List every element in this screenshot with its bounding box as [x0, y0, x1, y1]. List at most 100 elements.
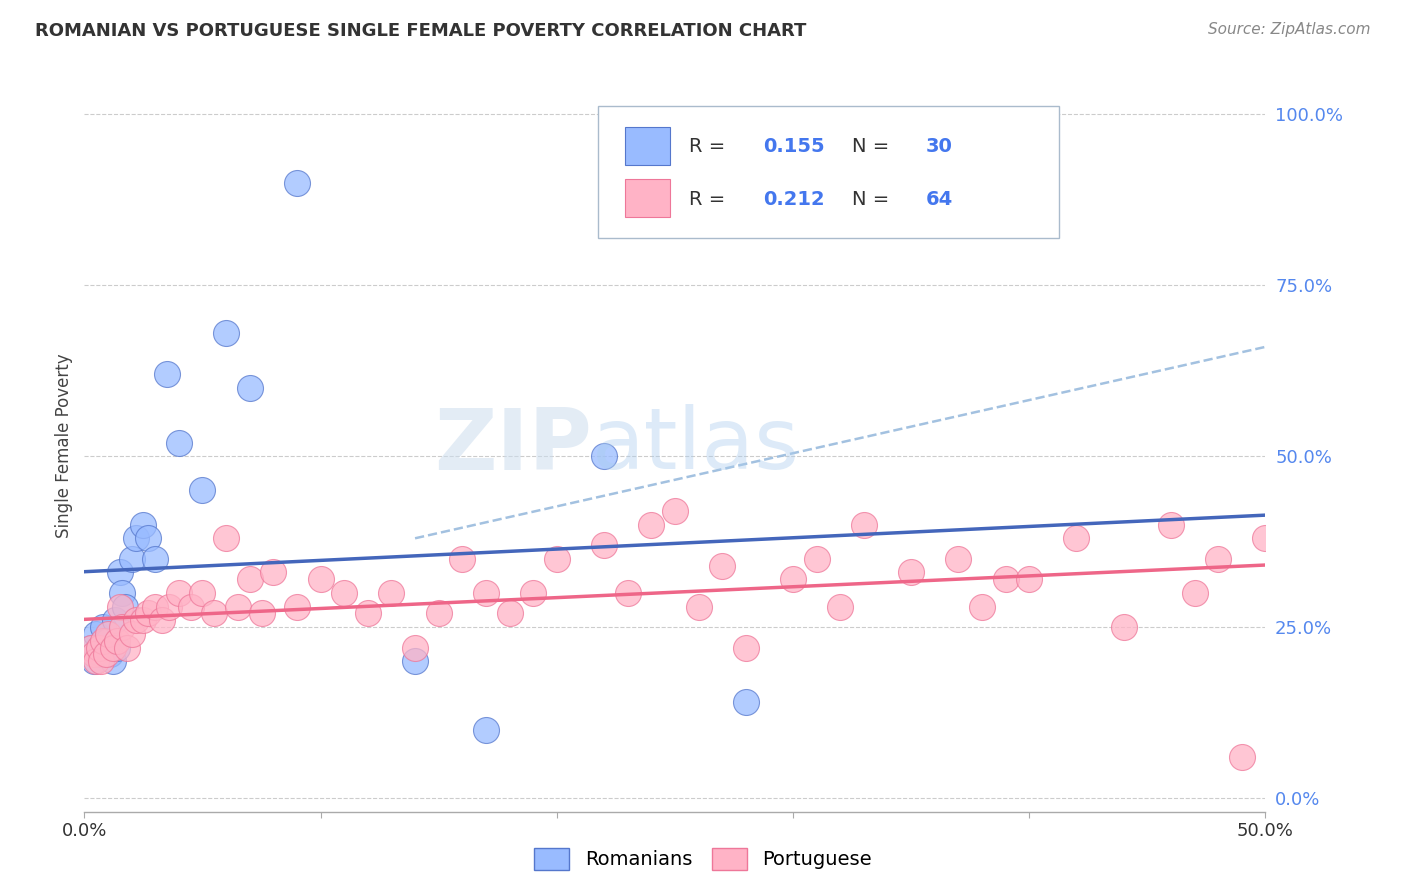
Point	[1066, 531, 1088, 545]
Point	[1160, 517, 1182, 532]
Point	[104, 613, 127, 627]
Text: R =: R =	[689, 137, 731, 156]
Point	[101, 654, 124, 668]
Point	[87, 640, 110, 655]
Point	[664, 504, 686, 518]
Legend: Romanians, Portuguese: Romanians, Portuguese	[526, 839, 880, 878]
Point	[1254, 531, 1277, 545]
Point	[830, 599, 852, 614]
Point	[150, 613, 173, 627]
Point	[167, 586, 190, 600]
Point	[121, 627, 143, 641]
FancyBboxPatch shape	[598, 106, 1059, 237]
Point	[107, 633, 129, 648]
Point	[734, 640, 756, 655]
Point	[97, 633, 120, 648]
Point	[83, 654, 105, 668]
Point	[125, 613, 148, 627]
Point	[80, 640, 103, 655]
Point	[97, 627, 120, 641]
Point	[640, 517, 662, 532]
Point	[91, 633, 114, 648]
Point	[101, 640, 124, 655]
Point	[1184, 586, 1206, 600]
Point	[143, 599, 166, 614]
Point	[593, 449, 616, 463]
Point	[1018, 572, 1040, 586]
Point	[333, 586, 356, 600]
Point	[285, 599, 308, 614]
Point	[451, 551, 474, 566]
Text: N =: N =	[852, 190, 896, 209]
Point	[806, 551, 828, 566]
Point	[111, 620, 134, 634]
Point	[239, 381, 262, 395]
Point	[546, 551, 568, 566]
Point	[98, 648, 121, 662]
Point	[475, 586, 498, 600]
Text: N =: N =	[852, 137, 896, 156]
Point	[94, 633, 117, 648]
Point	[125, 531, 148, 545]
Point	[215, 531, 238, 545]
Text: 0.212: 0.212	[763, 190, 825, 209]
Point	[80, 640, 103, 655]
Point	[475, 723, 498, 737]
Point	[114, 599, 136, 614]
Point	[215, 326, 238, 341]
Point	[90, 654, 112, 668]
Point	[90, 648, 112, 662]
Point	[616, 586, 638, 600]
Y-axis label: Single Female Poverty: Single Female Poverty	[55, 354, 73, 538]
Point	[202, 607, 225, 621]
Point	[132, 517, 155, 532]
Point	[593, 538, 616, 552]
Point	[94, 648, 117, 662]
Text: ZIP: ZIP	[434, 404, 592, 488]
Point	[1112, 620, 1135, 634]
Point	[83, 648, 105, 662]
Point	[782, 572, 804, 586]
Point	[180, 599, 202, 614]
Point	[734, 695, 756, 709]
Point	[498, 607, 520, 621]
Point	[404, 654, 426, 668]
Point	[1230, 750, 1253, 764]
Point	[404, 640, 426, 655]
Text: ROMANIAN VS PORTUGUESE SINGLE FEMALE POVERTY CORRELATION CHART: ROMANIAN VS PORTUGUESE SINGLE FEMALE POV…	[35, 22, 807, 40]
Point	[115, 640, 138, 655]
Point	[948, 551, 970, 566]
Point	[357, 607, 380, 621]
Point	[108, 599, 131, 614]
Point	[157, 599, 180, 614]
Point	[1206, 551, 1229, 566]
Text: 0.155: 0.155	[763, 137, 825, 156]
Point	[91, 620, 114, 634]
Point	[852, 517, 875, 532]
Point	[522, 586, 544, 600]
Point	[191, 586, 214, 600]
Point	[226, 599, 249, 614]
Point	[994, 572, 1017, 586]
Point	[111, 586, 134, 600]
Point	[380, 586, 402, 600]
Point	[108, 566, 131, 580]
Point	[970, 599, 993, 614]
Point	[239, 572, 262, 586]
Point	[107, 640, 129, 655]
FancyBboxPatch shape	[626, 127, 671, 165]
Point	[309, 572, 332, 586]
Point	[143, 551, 166, 566]
Point	[84, 627, 107, 641]
Point	[711, 558, 734, 573]
Point	[84, 654, 107, 668]
Point	[87, 640, 110, 655]
Point	[121, 551, 143, 566]
Text: atlas: atlas	[592, 404, 800, 488]
Point	[250, 607, 273, 621]
Text: 64: 64	[925, 190, 952, 209]
Point	[285, 176, 308, 190]
Point	[167, 435, 190, 450]
FancyBboxPatch shape	[626, 179, 671, 218]
Text: Source: ZipAtlas.com: Source: ZipAtlas.com	[1208, 22, 1371, 37]
